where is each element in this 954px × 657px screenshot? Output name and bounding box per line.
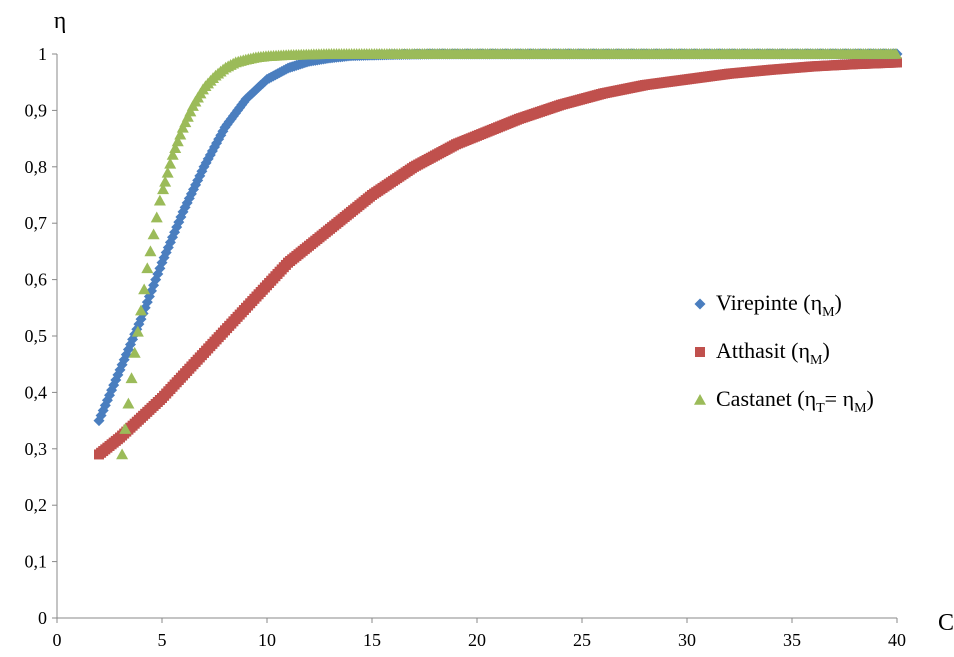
- data-point: [184, 105, 197, 117]
- legend-marker: [695, 347, 705, 357]
- data-point: [150, 211, 163, 223]
- data-point: [164, 157, 177, 169]
- data-point: [128, 346, 141, 358]
- data-point: [169, 142, 182, 153]
- data-point: [141, 262, 154, 274]
- legend-label: Atthasit (ηM): [716, 338, 830, 368]
- x-axis-title: C: [938, 610, 954, 636]
- data-point: [159, 175, 172, 187]
- legend-label: Castanet (ηT= ηM): [716, 386, 874, 416]
- y-tick-label: 0,5: [25, 326, 48, 346]
- data-point: [122, 397, 135, 409]
- x-tick-label: 20: [468, 630, 486, 650]
- data-point: [119, 423, 132, 434]
- x-tick-label: 5: [158, 630, 167, 650]
- data-point: [125, 372, 138, 384]
- legend-marker: [694, 394, 706, 405]
- y-tick-label: 0,4: [25, 382, 48, 402]
- x-tick-label: 15: [363, 630, 381, 650]
- y-tick-label: 1: [38, 44, 47, 64]
- x-tick-label: 0: [53, 630, 62, 650]
- y-tick-label: 0,6: [25, 270, 48, 290]
- y-tick-label: 0,3: [25, 439, 48, 459]
- series-diamond: [93, 48, 903, 427]
- data-point: [889, 48, 902, 59]
- series-layer: [93, 48, 903, 460]
- data-point: [147, 228, 160, 240]
- data-point: [144, 245, 157, 257]
- data-point: [138, 283, 151, 295]
- series-square: [94, 57, 902, 460]
- y-axis-title: η: [54, 8, 67, 34]
- data-point: [174, 128, 187, 140]
- data-point: [181, 110, 194, 122]
- y-tick-label: 0,1: [25, 552, 48, 572]
- data-point: [153, 194, 166, 206]
- data-point: [176, 121, 189, 133]
- y-tick-label: 0,2: [25, 495, 48, 515]
- data-point: [135, 304, 147, 316]
- series-triangle: [116, 48, 902, 460]
- x-tick-label: 25: [573, 630, 591, 650]
- y-tick-label: 0,7: [25, 213, 48, 233]
- legend-entry: Virepinte (ηM): [694, 290, 842, 320]
- x-tick-label: 35: [783, 630, 801, 650]
- data-point: [179, 116, 192, 128]
- data-point: [116, 448, 129, 460]
- legend-label: Virepinte (ηM): [716, 290, 842, 320]
- legend-entry: Castanet (ηT= ηM): [694, 386, 874, 416]
- data-point: [166, 148, 179, 160]
- legend: Virepinte (ηM) Atthasit (ηM) Castanet (ηT=…: [694, 290, 874, 416]
- x-tick-label: 30: [678, 630, 696, 650]
- legend-marker: [694, 298, 706, 310]
- data-point: [892, 57, 902, 68]
- data-point: [171, 135, 184, 147]
- data-point: [131, 325, 144, 337]
- x-tick-label: 10: [258, 630, 276, 650]
- data-point: [161, 166, 174, 178]
- data-point: [157, 183, 170, 195]
- y-tick-label: 0,9: [25, 100, 48, 120]
- y-tick-label: 0,8: [25, 157, 48, 177]
- axes: 00,10,20,30,40,50,60,70,80,910 5 10 15 20 25 3…: [25, 44, 907, 650]
- legend-entry: Atthasit (ηM): [695, 338, 830, 368]
- y-tick-label: 0: [38, 608, 47, 628]
- x-tick-label: 40: [888, 630, 906, 650]
